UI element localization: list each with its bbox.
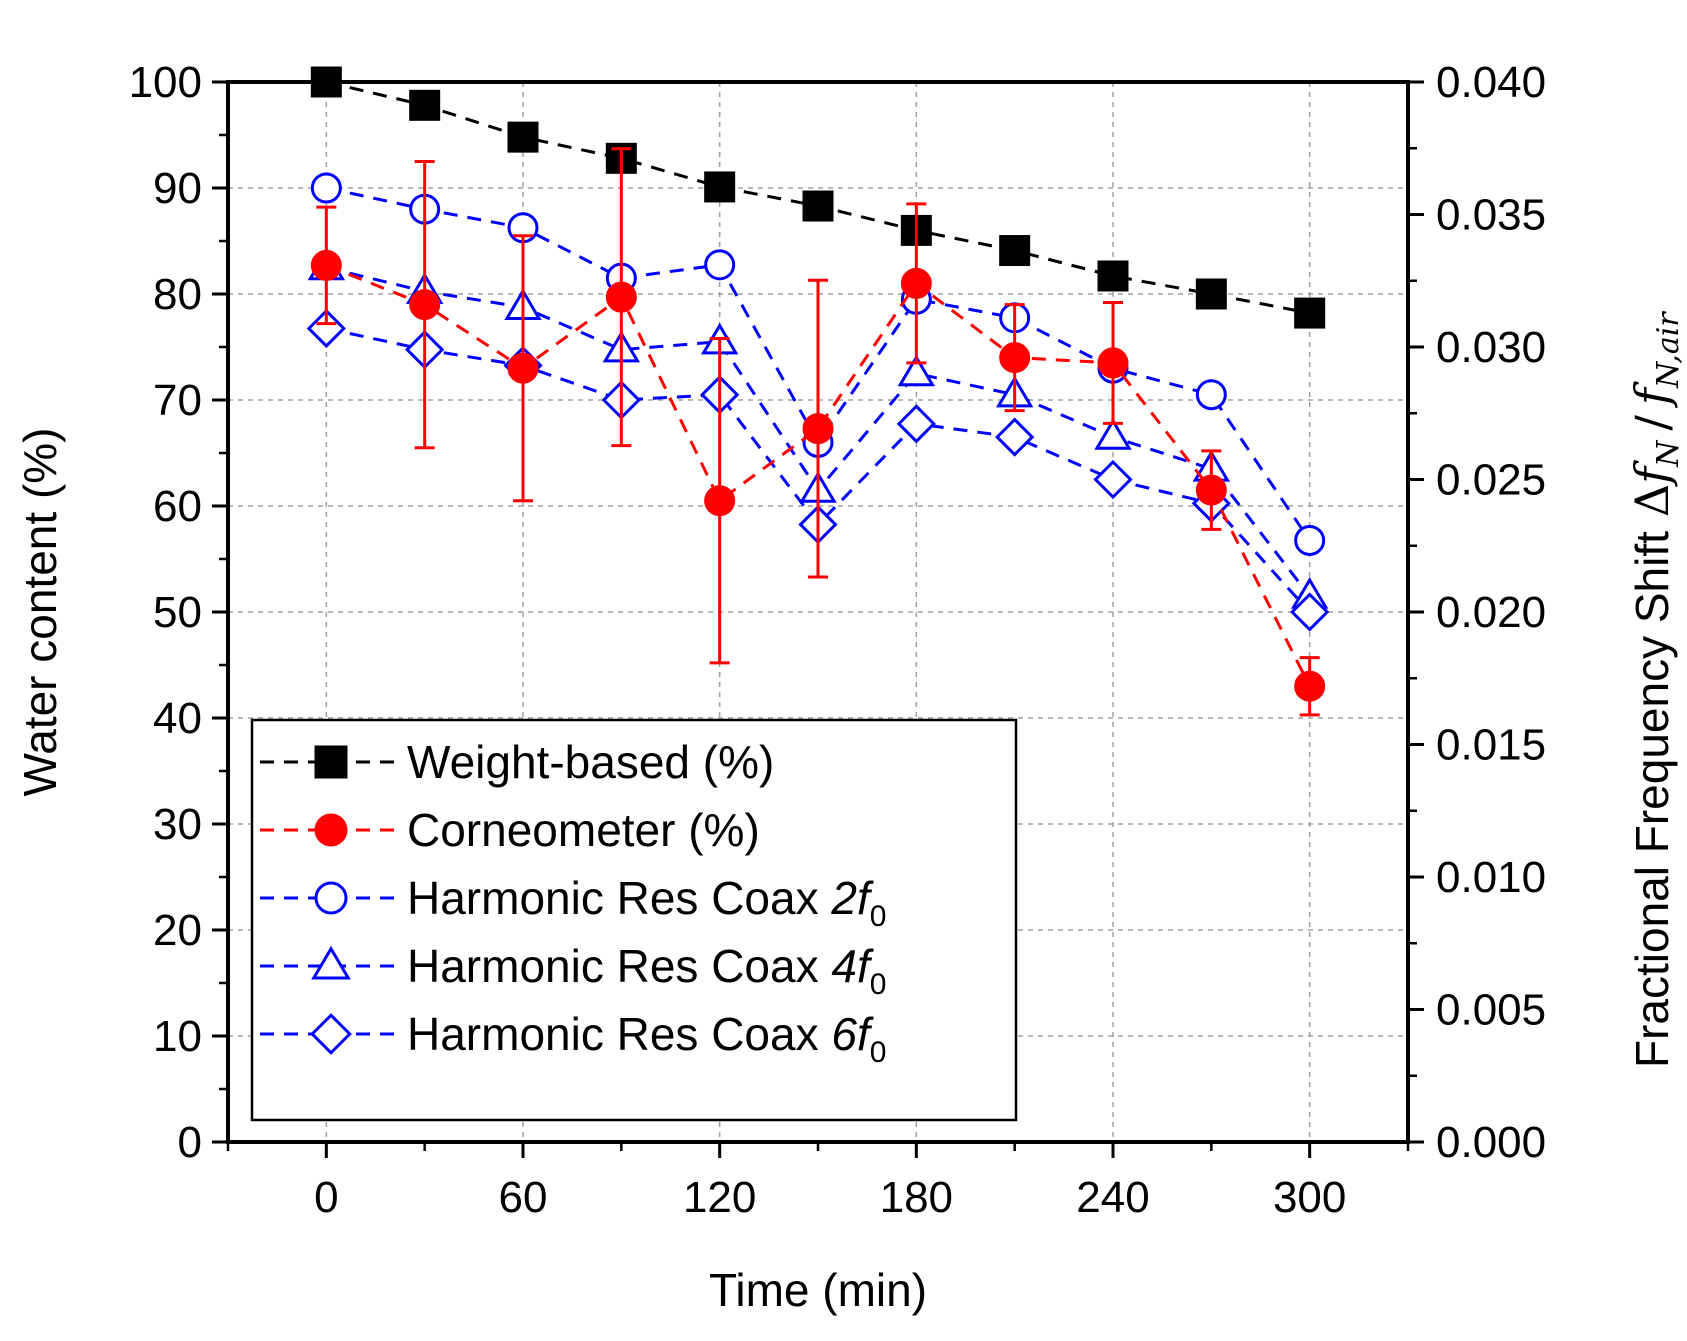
legend-label-subscript: 0 <box>870 900 887 933</box>
data-point <box>1294 670 1326 702</box>
legend-marker-2 <box>314 881 348 915</box>
x-tick-label: 300 <box>1273 1173 1346 1222</box>
data-point <box>310 172 342 204</box>
y2-axis-title-math: ΔfN/fN,air <box>1625 311 1686 517</box>
data-point <box>1195 278 1227 310</box>
y-tick-label: 60 <box>153 482 202 531</box>
x-tick-label: 120 <box>683 1173 756 1222</box>
data-point <box>306 308 346 349</box>
y2-tick-label: 0.005 <box>1436 986 1546 1035</box>
y2-tick-label: 0.000 <box>1436 1118 1546 1167</box>
data-point <box>802 413 834 445</box>
y-tick-label: 50 <box>153 588 202 637</box>
data-point <box>1097 347 1129 379</box>
data-point <box>605 281 637 313</box>
data-point <box>999 235 1031 267</box>
y-tick-label: 10 <box>153 1012 202 1061</box>
data-point <box>704 485 736 517</box>
legend-box <box>250 718 1018 1122</box>
series-group <box>306 66 1330 717</box>
y-tick-label: 20 <box>153 906 202 955</box>
y2-tick-label: 0.010 <box>1436 853 1546 902</box>
x-tick-label: 0 <box>314 1173 338 1222</box>
data-point <box>1294 524 1326 556</box>
y-tick-label: 100 <box>129 58 202 107</box>
legend-label-4: Harmonic Res Coax 6f0 <box>407 1008 886 1069</box>
data-point <box>1195 379 1227 411</box>
data-point <box>900 267 932 299</box>
x-tick-label: 180 <box>880 1173 953 1222</box>
legend-label-subscript: 0 <box>870 1036 887 1069</box>
y2-tick-label: 0.040 <box>1436 58 1546 107</box>
y-axis-title: Water content (%) <box>14 428 66 797</box>
legend-label-text: Harmonic Res Coax <box>407 940 831 992</box>
legend-label-1: Corneometer (%) <box>407 804 760 856</box>
y-tick-label: 80 <box>153 270 202 319</box>
x-tick-label: 60 <box>499 1173 548 1222</box>
data-point <box>1093 459 1133 500</box>
data-point <box>704 249 736 281</box>
y2-tick-label: 0.020 <box>1436 588 1546 637</box>
data-point <box>1294 297 1326 329</box>
data-point <box>1097 260 1129 292</box>
legend-label-text: Harmonic Res Coax <box>407 872 831 924</box>
legend-marker-3 <box>311 945 351 980</box>
data-point <box>507 121 539 153</box>
legend-label-italic: 2f <box>830 872 874 924</box>
legend-label-2: Harmonic Res Coax 2f0 <box>407 872 886 933</box>
data-point <box>1195 474 1227 506</box>
x-axis-title: Time (min) <box>709 1264 927 1316</box>
tick-group: 0 60 120 180 240 300 0 10 20 30 40 50 60 70 80 90 100 0.0… <box>129 58 1547 1222</box>
data-point <box>704 171 736 203</box>
y2-math-sub-den: N,air <box>1651 311 1686 389</box>
y-tick-label: 0 <box>178 1118 202 1167</box>
data-point <box>1094 418 1132 450</box>
data-point <box>507 352 539 384</box>
data-point <box>409 89 441 121</box>
data-point <box>409 289 441 321</box>
series-1 <box>310 147 1326 717</box>
y2-tick-label: 0.015 <box>1436 721 1546 770</box>
legend-marker-4 <box>310 1013 352 1055</box>
legend-marker-1 <box>314 813 348 847</box>
x-tick-label: 240 <box>1076 1173 1149 1222</box>
data-point <box>995 417 1035 457</box>
y-tick-label: 30 <box>153 800 202 849</box>
y2-tick-label: 0.035 <box>1436 191 1546 240</box>
data-point <box>999 342 1031 374</box>
legend-label-text: Harmonic Res Coax <box>407 1008 831 1060</box>
data-point <box>896 404 936 444</box>
legend: Weight-based (%) Corneometer (%) Harmonic … <box>250 718 1018 1122</box>
data-point <box>1290 592 1330 632</box>
legend-label-italic: 4f <box>831 940 874 992</box>
legend-label-text: Weight-based (%) <box>407 736 774 788</box>
legend-label-text: Corneometer (%) <box>407 804 760 856</box>
data-point <box>802 190 834 222</box>
y2-axis-title-text: Fractional Frequency Shift <box>1626 531 1678 1068</box>
y-tick-label: 40 <box>153 694 202 743</box>
y2-tick-label: 0.030 <box>1436 323 1546 372</box>
y-tick-label: 70 <box>153 376 202 425</box>
legend-label-0: Weight-based (%) <box>407 736 774 788</box>
legend-label-italic: 6f <box>831 1008 874 1060</box>
data-point <box>897 354 936 387</box>
y-tick-label: 90 <box>153 164 202 213</box>
y2-math-delta: Δ <box>1625 484 1679 517</box>
legend-label-3: Harmonic Res Coax 4f0 <box>407 940 886 1001</box>
y2-axis-title: Fractional Frequency Shift ΔfN/fN,air <box>1625 311 1686 1068</box>
y2-math-sub-num: N <box>1651 439 1686 468</box>
y2-math-slash: / <box>1625 415 1679 431</box>
data-point <box>310 249 342 281</box>
legend-label-subscript: 0 <box>870 968 887 1001</box>
y2-tick-label: 0.025 <box>1436 456 1546 505</box>
legend-marker-0 <box>314 745 348 779</box>
